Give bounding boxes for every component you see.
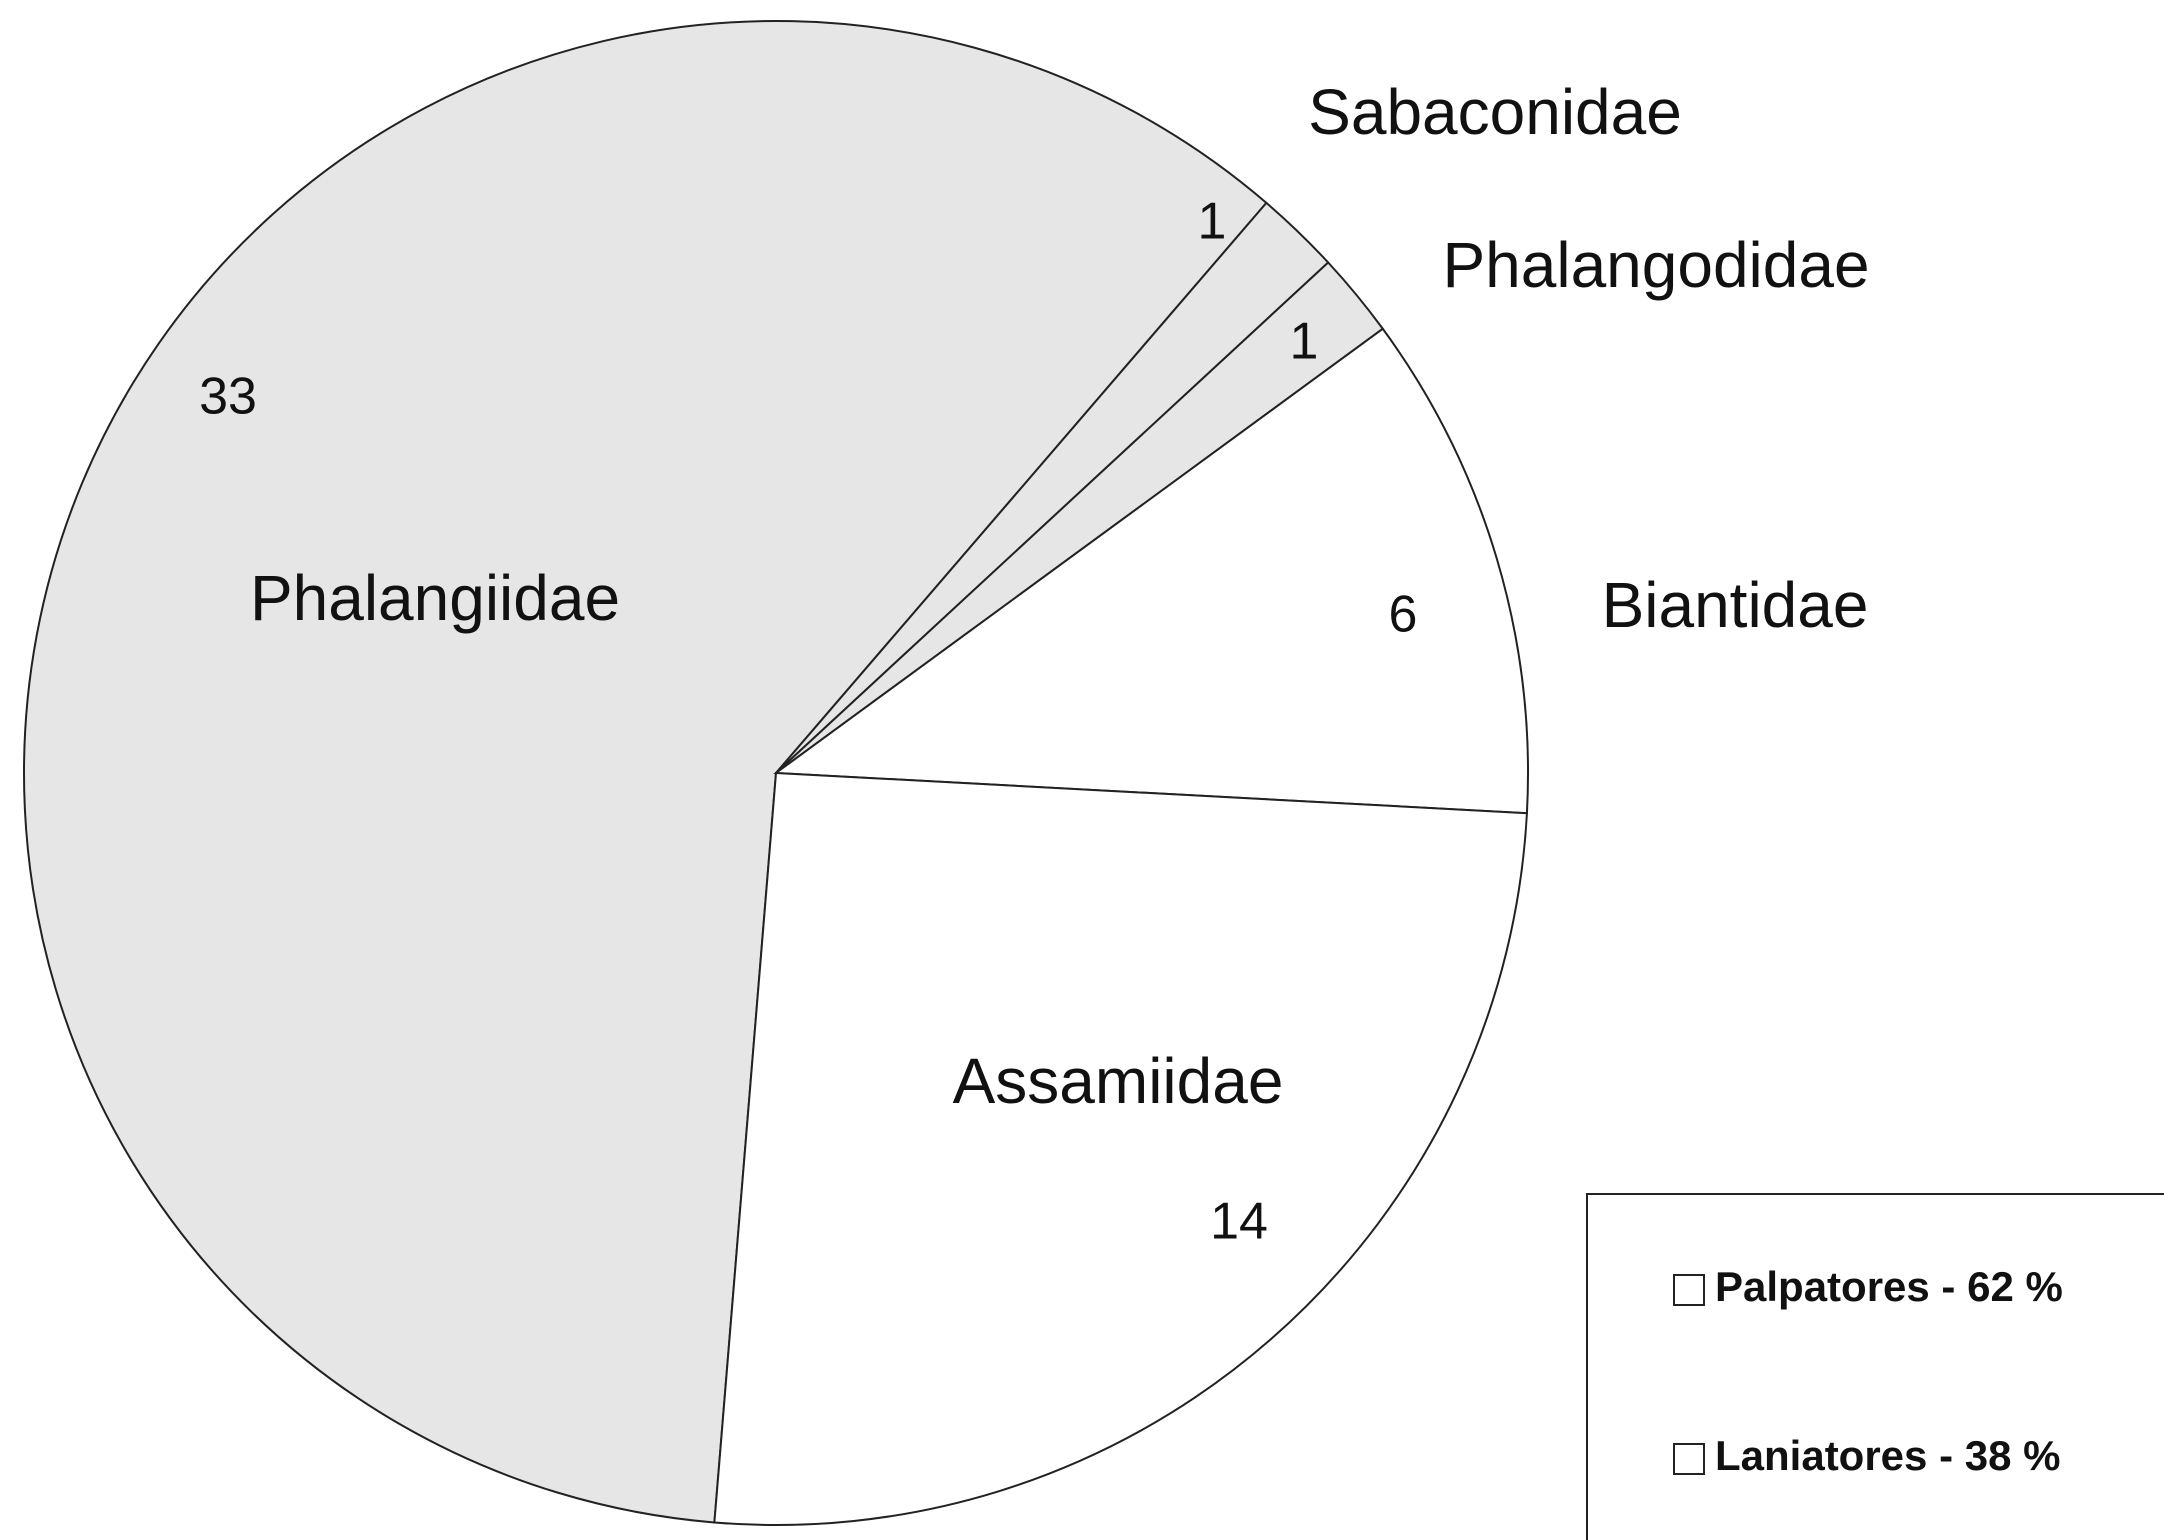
slice-label: Phalangiidae [250, 562, 620, 634]
legend-label: Palpatores - 62 % [1715, 1263, 2063, 1310]
slice-value: 1 [1198, 193, 1227, 251]
legend-swatch [1673, 1443, 1705, 1475]
slice-label: Sabaconidae [1308, 76, 1682, 148]
slice-label: Phalangodidae [1442, 229, 1869, 301]
pie-slice [773, 327, 1529, 815]
slice-label: Assamiidae [953, 1045, 1284, 1117]
slice-label: Biantidae [1602, 569, 1869, 641]
legend-box [1586, 1193, 2164, 1540]
pie-slice [23, 20, 1268, 1524]
legend-swatch [1673, 1274, 1705, 1306]
slice-value: 1 [1290, 313, 1319, 371]
slice-value: 6 [1389, 586, 1418, 644]
slice-value: 14 [1210, 1193, 1268, 1251]
legend-label: Laniatores - 38 % [1715, 1432, 2060, 1479]
slice-value: 33 [199, 368, 257, 426]
pie-slice [713, 771, 1528, 1526]
